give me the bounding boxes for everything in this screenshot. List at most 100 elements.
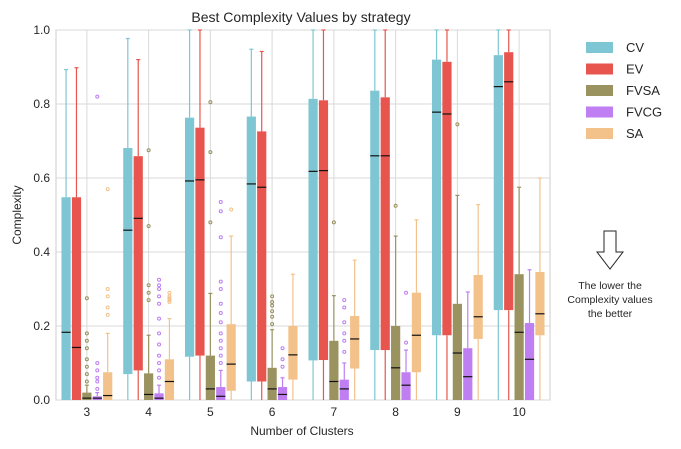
box-fvcg-4 bbox=[154, 277, 164, 400]
annotation: The lower the Complexity values the bett… bbox=[567, 230, 653, 320]
box-ev-5 bbox=[195, 29, 205, 400]
outlier-point bbox=[95, 379, 100, 384]
outlier-point bbox=[280, 357, 285, 362]
outlier-point bbox=[342, 298, 347, 303]
outlier-point bbox=[218, 320, 223, 325]
box-iqr bbox=[123, 148, 133, 375]
box-iqr bbox=[205, 355, 215, 400]
outlier-point bbox=[270, 322, 275, 327]
outlier-point bbox=[218, 287, 223, 291]
outlier-point bbox=[404, 290, 409, 295]
box-fvcg-7 bbox=[339, 298, 349, 400]
box-sa-7 bbox=[350, 259, 360, 400]
x-tick-label: 8 bbox=[392, 405, 399, 419]
outlier-point bbox=[208, 220, 213, 225]
outlier-point bbox=[455, 122, 460, 127]
box-fvsa-9 bbox=[452, 122, 462, 400]
legend-swatch-sa bbox=[586, 128, 613, 139]
outlier-point bbox=[393, 203, 398, 208]
box-iqr bbox=[514, 274, 524, 400]
legend-swatch-fvsa bbox=[586, 85, 613, 96]
box-iqr bbox=[442, 61, 452, 336]
outlier-point bbox=[146, 298, 151, 303]
box-iqr bbox=[195, 127, 205, 356]
box-sa-6 bbox=[288, 273, 298, 400]
outlier-point bbox=[218, 338, 223, 343]
box-cv-8 bbox=[370, 29, 380, 400]
outlier-point bbox=[105, 312, 110, 317]
outlier-point bbox=[157, 342, 162, 347]
outlier-point bbox=[146, 290, 151, 295]
legend: CV EV FVSA FVCG SA bbox=[586, 40, 662, 141]
outlier-point bbox=[105, 187, 110, 192]
legend-swatch-fvcg bbox=[586, 106, 613, 118]
box-cv-9 bbox=[431, 29, 442, 400]
box-iqr bbox=[257, 131, 267, 382]
box-iqr bbox=[401, 372, 411, 400]
box-iqr bbox=[391, 326, 401, 400]
outlier-point bbox=[280, 364, 285, 369]
outlier-point bbox=[404, 340, 409, 345]
box-iqr bbox=[154, 393, 164, 400]
box-fvsa-7 bbox=[329, 220, 339, 400]
outlier-point bbox=[167, 298, 172, 303]
box-iqr bbox=[535, 271, 545, 336]
outlier-point bbox=[342, 349, 347, 354]
x-tick-label: 6 bbox=[269, 405, 276, 419]
outlier-point bbox=[218, 301, 223, 306]
box-fvsa-3 bbox=[82, 296, 92, 400]
box-ev-7 bbox=[318, 29, 329, 400]
box-iqr bbox=[463, 348, 473, 400]
outlier-point bbox=[84, 379, 89, 384]
box-iqr bbox=[308, 98, 318, 361]
box-sa-9 bbox=[473, 204, 483, 400]
outlier-point bbox=[95, 375, 100, 380]
box-iqr bbox=[288, 326, 298, 380]
legend-label-fvcg: FVCG bbox=[626, 105, 662, 120]
x-tick-label: 9 bbox=[454, 405, 461, 419]
outlier-point bbox=[105, 287, 110, 291]
outlier-point bbox=[208, 150, 213, 155]
box-iqr bbox=[103, 372, 113, 400]
box-iqr bbox=[524, 323, 535, 400]
outlier-point bbox=[84, 338, 89, 343]
outlier-point bbox=[167, 299, 172, 304]
outlier-point bbox=[157, 287, 162, 291]
y-tick-label: 0.6 bbox=[33, 171, 50, 185]
annotation-line-1: The lower the bbox=[578, 280, 642, 292]
box-fvsa-6 bbox=[267, 294, 277, 400]
outlier-point bbox=[84, 346, 89, 351]
box-ev-6 bbox=[257, 50, 267, 400]
box-iqr bbox=[71, 197, 82, 400]
outlier-point bbox=[167, 296, 172, 301]
legend-swatch-cv bbox=[586, 42, 613, 53]
outlier-point bbox=[157, 277, 162, 282]
outlier-point bbox=[157, 361, 162, 365]
outlier-point bbox=[157, 331, 162, 336]
box-iqr bbox=[452, 303, 462, 400]
box-iqr bbox=[277, 387, 288, 400]
outlier-point bbox=[218, 346, 223, 351]
outlier-point bbox=[84, 331, 89, 336]
x-tick-label: 7 bbox=[331, 405, 338, 419]
box-fvsa-10 bbox=[514, 186, 524, 400]
box-ev-4 bbox=[133, 58, 143, 400]
outlier-point bbox=[95, 94, 100, 99]
outlier-point bbox=[280, 346, 285, 351]
outlier-point bbox=[270, 299, 275, 304]
annotation-line-2: Complexity values bbox=[567, 294, 652, 306]
chart-title: Best Complexity Values by strategy bbox=[191, 9, 410, 25]
x-tick-label: 3 bbox=[84, 405, 91, 419]
outlier-point bbox=[95, 368, 100, 373]
outlier-point bbox=[229, 207, 234, 212]
box-fvcg-6 bbox=[277, 346, 288, 400]
box-sa-5 bbox=[226, 207, 236, 400]
box-iqr bbox=[216, 387, 226, 400]
outlier-point bbox=[146, 148, 151, 153]
outlier-point bbox=[218, 353, 223, 358]
box-fvsa-8 bbox=[391, 203, 401, 400]
outlier-point bbox=[105, 305, 110, 310]
box-fvcg-8 bbox=[401, 290, 411, 400]
outlier-point bbox=[84, 364, 89, 369]
